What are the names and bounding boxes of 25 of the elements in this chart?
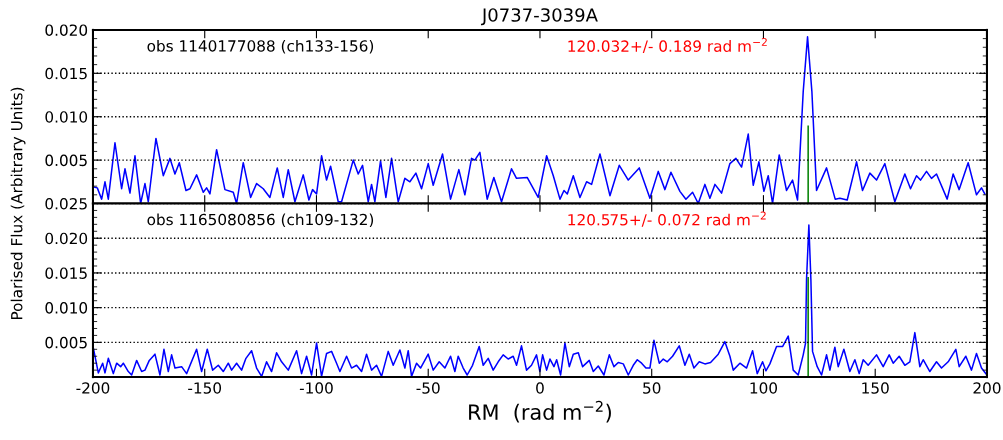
x-tick-label: 150 xyxy=(862,382,889,394)
x-tick-label: -100 xyxy=(299,382,333,394)
annotation: 120.575+/- 0.072 rad m$^{−2}$ xyxy=(568,211,766,227)
x-tick-label: -50 xyxy=(416,382,440,394)
y-tick-label: 0.015 xyxy=(45,67,87,80)
annotation: 120.032+/- 0.189 rad m$^{−2}$ xyxy=(568,37,767,54)
x-axis-title: RM (rad m$^{−2}$) xyxy=(469,400,611,423)
chart-title: J0737-3039A xyxy=(480,8,598,26)
y-tick-label: 0.025 xyxy=(45,197,87,210)
y-tick-label: 0.010 xyxy=(45,302,88,314)
y-axis-title: Polarised Flux (Arbitrary Units) xyxy=(10,87,26,320)
y-tick-label: 0.015 xyxy=(45,267,87,279)
x-tick-label: 0 xyxy=(536,382,544,394)
x-tick-label: -150 xyxy=(188,382,222,394)
x-tick-label: -200 xyxy=(76,382,110,394)
annotation: obs 1140177088 (ch133-156) xyxy=(147,39,374,54)
x-tick-label: 200 xyxy=(973,382,1001,394)
x-tick-label: 100 xyxy=(750,382,778,394)
y-tick-label: 0.010 xyxy=(45,111,88,123)
y-tick-label: 0.020 xyxy=(45,232,88,245)
x-tick-label: 50 xyxy=(643,382,661,394)
y-tick-label: 0.005 xyxy=(45,336,87,349)
y-tick-label: 0.005 xyxy=(45,154,87,167)
annotation: obs 1165080856 (ch109-132) xyxy=(147,213,374,228)
y-tick-label: 0.020 xyxy=(45,24,88,36)
